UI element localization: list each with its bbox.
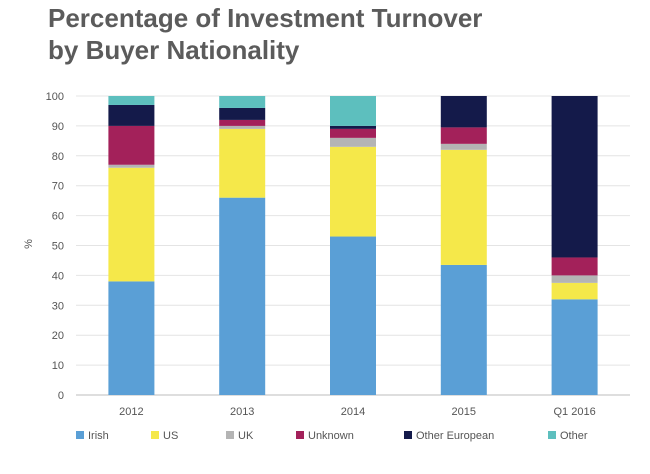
bar-segment-unknown [219,119,266,126]
legend-item: Other European [404,430,494,442]
legend-label: US [163,430,178,442]
x-category-label: 2015 [452,406,476,418]
legend-swatch [548,431,556,439]
bar-segment-other [108,96,155,105]
bar-segment-other-european [108,104,155,126]
bar-segment-other-european [330,125,376,129]
bars [108,96,598,395]
legend-label: UK [238,430,254,442]
y-tick-label: 80 [52,151,64,163]
legend-label: Irish [88,430,109,442]
bar-segment-other-european [551,96,598,258]
chart-title-line-1: Percentage of Investment Turnover [48,3,483,33]
legend-item: US [151,430,178,442]
bar-segment-other [330,96,376,126]
bar-segment-irish [440,264,487,395]
y-tick-label: 60 [52,211,64,223]
y-axis-ticks: 0 10 20 30 40 50 60 70 80 90 100 [46,91,64,402]
y-tick-label: 20 [52,330,64,342]
legend-item: Other [548,430,588,442]
y-axis-label: % [23,239,35,249]
chart-title: Percentage of Investment Turnover by Buy… [48,2,482,66]
bar-segment-other-european [440,96,487,128]
legend: Irish US UK Unknown Other European Other [76,430,588,442]
bar-segment-unknown [108,125,155,165]
y-tick-label: 50 [52,241,64,253]
y-tick-label: 40 [52,270,64,282]
bar-segment-irish [219,197,266,395]
bar-segment-unknown [551,257,598,276]
legend-label: Unknown [308,430,354,442]
bar-segment-uk [440,143,487,150]
y-tick-label: 90 [52,121,64,133]
bar-segment-us [108,167,155,282]
legend-swatch [226,431,234,439]
legend-item: Unknown [296,430,354,442]
y-tick-label: 100 [46,91,64,103]
bar-segment-uk [219,125,266,129]
x-category-label: 2014 [341,406,365,418]
bar-segment-other [219,96,266,108]
x-category-label: 2013 [230,406,254,418]
bar-segment-irish [551,299,598,395]
bar-segment-unknown [330,128,376,138]
bar-segment-uk [108,164,155,168]
legend-item: UK [226,430,254,442]
bar-segment-us [219,128,266,198]
legend-item: Irish [76,430,109,442]
bar-segment-uk [551,275,598,283]
bar-segment-irish [108,281,155,395]
legend-swatch [296,431,304,439]
bar-segment-unknown [440,127,487,144]
x-category-label: Q1 2016 [553,406,595,418]
bar-segment-uk [330,137,376,147]
bar-segment-other-european [219,107,266,120]
bar-segment-us [330,146,376,237]
x-axis-categories: 2012 2013 2014 2015 Q1 2016 [119,406,596,418]
x-category-label: 2012 [119,406,143,418]
y-tick-label: 30 [52,300,64,312]
bar-segment-us [551,282,598,300]
bar-segment-irish [330,236,376,395]
chart-title-line-2: by Buyer Nationality [48,35,300,65]
y-tick-label: 70 [52,181,64,193]
legend-label: Other European [416,430,494,442]
legend-swatch [76,431,84,439]
legend-swatch [404,431,412,439]
bar-segment-us [440,149,487,265]
y-tick-label: 10 [52,360,64,372]
legend-swatch [151,431,159,439]
y-tick-label: 0 [58,390,64,402]
legend-label: Other [560,430,588,442]
